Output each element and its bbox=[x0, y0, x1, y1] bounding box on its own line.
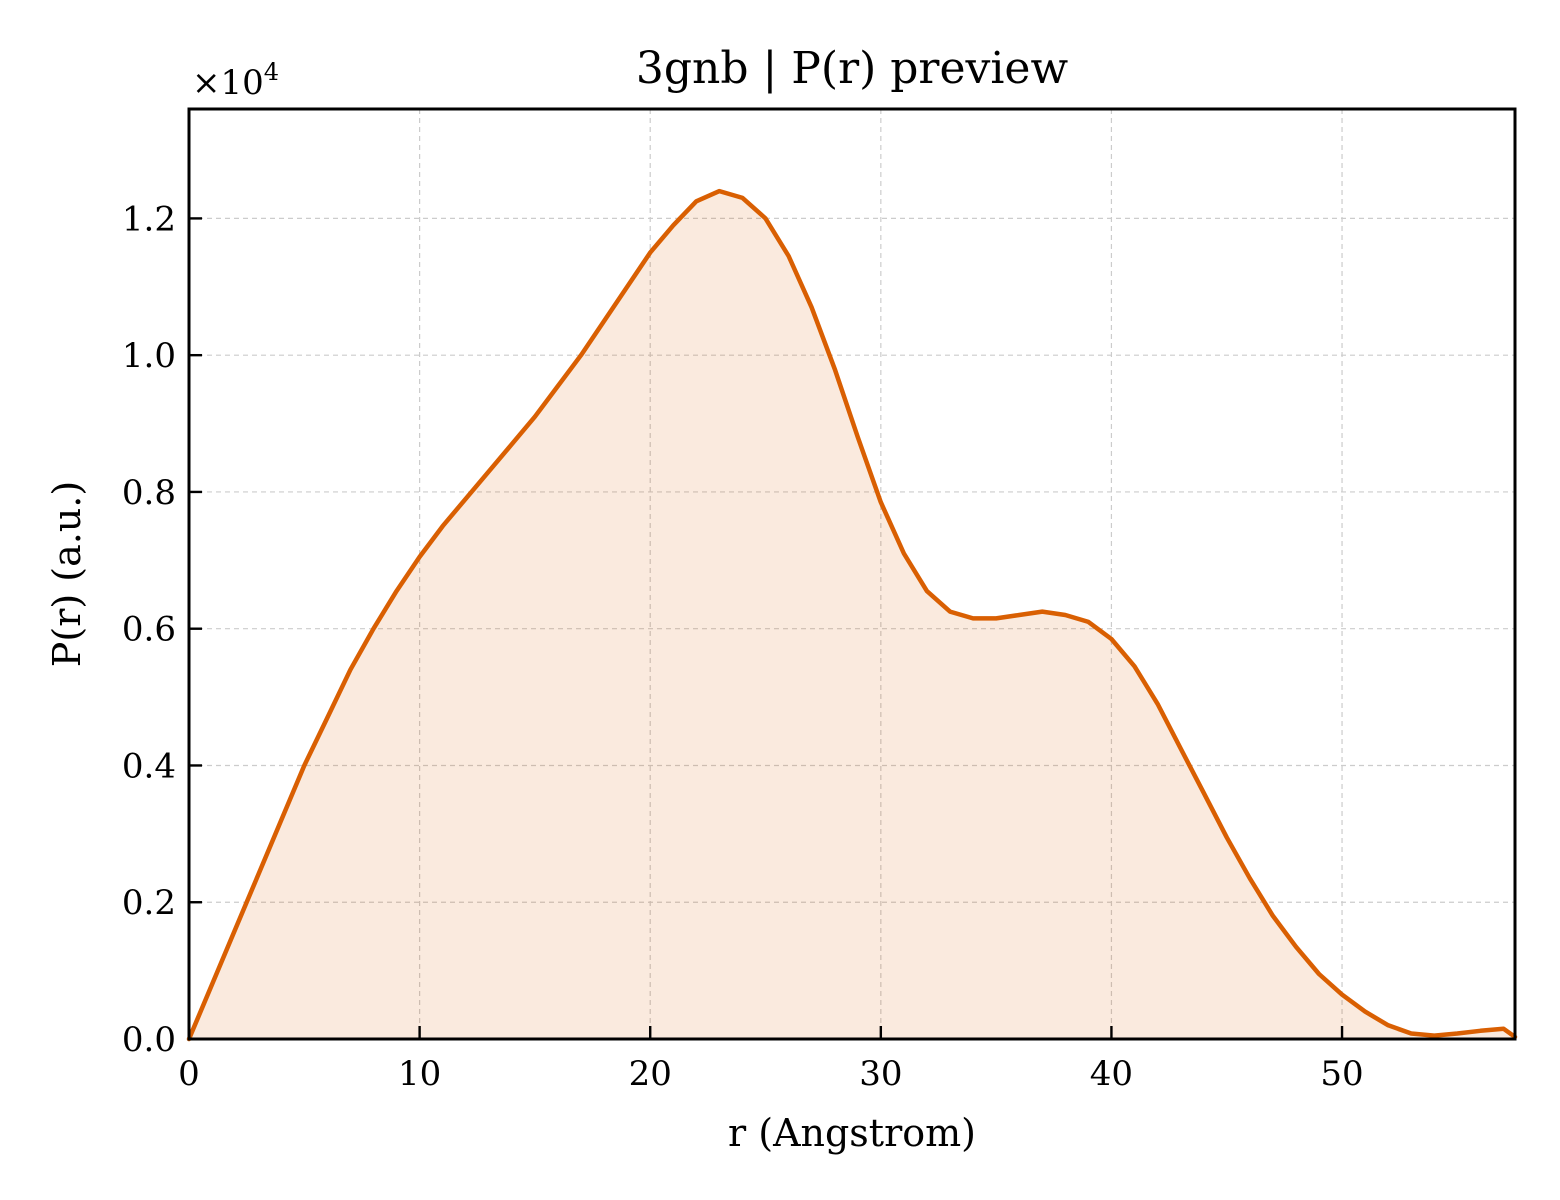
x-axis-label: r (Angstrom) bbox=[728, 1111, 976, 1155]
y-tick-label: 0.0 bbox=[122, 1020, 176, 1060]
axis-ticks: 0 10 20 30 40 50 0.0 0.2 0.4 0.6 0.8 1.0 1.2 bbox=[122, 199, 1364, 1094]
pr-area-fill bbox=[189, 191, 1515, 1040]
axes-frame bbox=[187, 107, 1517, 1041]
y-offset-base: ×10 bbox=[192, 63, 264, 103]
chart-title: 3gnb | P(r) preview bbox=[636, 43, 1069, 94]
y-offset-label: ×104 bbox=[192, 58, 279, 103]
x-tick-label: 50 bbox=[1320, 1054, 1363, 1094]
series-line-layer bbox=[186, 188, 1518, 1042]
y-tick-label: 0.4 bbox=[122, 746, 176, 786]
pr-series-line bbox=[186, 188, 1518, 1042]
y-axis-label: P(r) (a.u.) bbox=[45, 481, 89, 667]
y-tick-label: 0.8 bbox=[122, 473, 176, 513]
y-tick-label: 0.2 bbox=[122, 883, 176, 923]
plot-area-layer bbox=[189, 191, 1515, 1040]
x-tick-label: 30 bbox=[859, 1054, 902, 1094]
x-tick-label: 0 bbox=[178, 1054, 200, 1094]
grid bbox=[189, 109, 1515, 1039]
x-tick-label: 40 bbox=[1090, 1054, 1133, 1094]
y-tick-label: 1.2 bbox=[122, 199, 176, 239]
y-tick-label: 0.6 bbox=[122, 610, 176, 650]
y-tick-label: 1.0 bbox=[122, 336, 176, 376]
y-offset-exponent: 4 bbox=[264, 58, 279, 86]
x-tick-label: 10 bbox=[398, 1054, 441, 1094]
x-tick-label: 20 bbox=[629, 1054, 672, 1094]
